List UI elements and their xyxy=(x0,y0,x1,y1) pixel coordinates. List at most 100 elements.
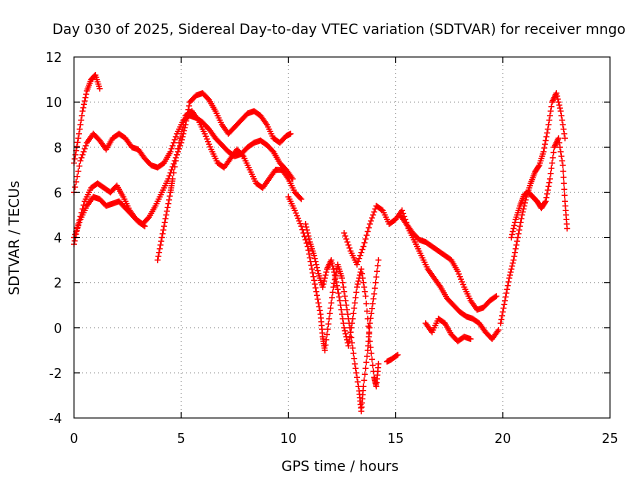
data-point xyxy=(351,360,358,367)
data-point xyxy=(340,284,347,291)
y-tick-label: 2 xyxy=(54,277,62,292)
data-point xyxy=(304,229,311,236)
data-point xyxy=(168,145,175,152)
data-point xyxy=(77,121,84,128)
data-point xyxy=(172,157,179,164)
data-point xyxy=(296,217,303,224)
data-point xyxy=(154,257,161,264)
series-sat-k xyxy=(422,315,474,345)
data-point xyxy=(74,173,81,180)
data-point xyxy=(510,257,517,264)
data-point xyxy=(306,251,313,258)
data-point xyxy=(546,117,553,124)
data-point xyxy=(305,232,312,239)
data-point xyxy=(393,352,400,359)
data-point xyxy=(201,130,208,137)
data-point xyxy=(322,272,329,279)
data-point xyxy=(351,299,358,306)
data-point xyxy=(351,355,358,362)
data-points xyxy=(71,72,571,415)
series-sat-f xyxy=(285,193,382,415)
data-point xyxy=(177,142,184,149)
data-point xyxy=(357,252,364,259)
data-point xyxy=(302,220,309,227)
data-point xyxy=(347,329,354,336)
data-point xyxy=(305,247,312,254)
data-point xyxy=(366,338,373,345)
data-point xyxy=(308,262,315,269)
data-point xyxy=(509,263,516,270)
data-point xyxy=(456,273,463,280)
data-point xyxy=(375,257,382,264)
y-tick-label: 8 xyxy=(54,141,62,156)
data-point xyxy=(511,222,518,229)
data-point xyxy=(371,285,378,292)
data-point xyxy=(503,290,510,297)
data-point xyxy=(342,297,349,304)
data-point xyxy=(331,269,338,276)
data-point xyxy=(361,284,368,291)
data-point xyxy=(314,267,321,274)
data-point xyxy=(498,316,505,323)
data-point xyxy=(166,196,173,203)
data-point xyxy=(540,148,547,155)
data-point xyxy=(521,199,528,206)
data-point xyxy=(169,142,176,149)
data-point xyxy=(311,277,318,284)
data-point xyxy=(359,275,366,282)
data-point xyxy=(78,112,85,119)
data-point xyxy=(339,311,345,318)
data-point xyxy=(339,275,345,282)
data-point xyxy=(345,342,352,349)
data-point xyxy=(297,195,304,202)
data-point xyxy=(155,253,162,260)
data-point xyxy=(165,200,172,207)
x-tick-label: 0 xyxy=(70,432,78,447)
data-point xyxy=(75,222,82,229)
data-point xyxy=(368,350,375,357)
data-point xyxy=(355,278,362,285)
data-point xyxy=(80,148,87,155)
data-point xyxy=(541,141,548,148)
data-point xyxy=(546,112,553,119)
data-point xyxy=(561,130,568,137)
data-point xyxy=(340,320,347,327)
data-point xyxy=(365,224,372,231)
data-point xyxy=(544,129,551,136)
data-point xyxy=(303,223,310,230)
data-point xyxy=(334,286,341,293)
y-axis-title: SDTVAR / TECUs xyxy=(7,181,23,296)
data-point xyxy=(560,126,567,133)
data-point xyxy=(559,162,566,169)
data-point xyxy=(177,135,184,142)
data-point xyxy=(348,324,355,331)
data-point xyxy=(355,383,362,390)
data-point xyxy=(351,305,358,312)
data-point xyxy=(303,240,310,247)
data-point xyxy=(333,278,340,285)
data-point xyxy=(206,141,213,148)
x-tick-label: 15 xyxy=(387,432,404,447)
data-point xyxy=(367,344,374,351)
data-point xyxy=(549,160,556,167)
data-point xyxy=(174,145,181,152)
chart-title: Day 030 of 2025, Sidereal Day-to-day VTE… xyxy=(52,22,625,38)
data-point xyxy=(370,295,377,302)
data-point xyxy=(361,377,368,384)
data-point xyxy=(341,288,348,295)
data-point xyxy=(356,255,363,262)
data-point xyxy=(541,145,548,152)
data-point xyxy=(344,306,351,313)
data-point xyxy=(501,297,508,304)
y-tick-label: -4 xyxy=(49,412,62,427)
data-point xyxy=(560,168,567,175)
data-point xyxy=(313,292,320,299)
data-point xyxy=(160,226,167,233)
data-point xyxy=(365,323,372,330)
data-point xyxy=(161,219,168,226)
data-point xyxy=(501,301,508,308)
data-point xyxy=(346,333,353,340)
data-point xyxy=(368,310,375,317)
